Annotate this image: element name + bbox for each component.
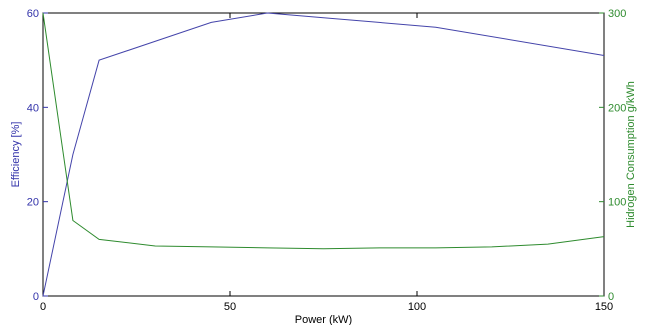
x-tick-label: 150 (595, 301, 613, 313)
y-axis-right-label: Hidrogen Consumption g/kWh (625, 81, 637, 228)
series-line-right-axis (42, 12, 605, 250)
series-lines (42, 12, 605, 297)
y-left-tick-label: 0 (33, 291, 39, 303)
x-tick-label: 50 (224, 301, 236, 313)
x-tick-label: 100 (408, 301, 426, 313)
y-left-tick-label: 20 (27, 197, 39, 209)
y-axis-left-label: Efficiency [%] (10, 122, 22, 188)
y-right-tick-label: 0 (608, 291, 614, 303)
series-line-left-axis (42, 12, 605, 297)
y-right-tick-label: 300 (608, 8, 626, 20)
x-tick-label: 0 (40, 301, 46, 313)
axis-labels: Power (kW) Efficiency [%] Hidrogen Consu… (10, 81, 637, 325)
y-left-tick-label: 40 (27, 102, 39, 114)
x-axis-label: Power (kW) (295, 314, 352, 325)
y-right-tick-label: 200 (608, 102, 626, 114)
y-left-tick-label: 60 (27, 8, 39, 20)
y-right-tick-label: 100 (608, 197, 626, 209)
plot-frame (42, 12, 605, 297)
